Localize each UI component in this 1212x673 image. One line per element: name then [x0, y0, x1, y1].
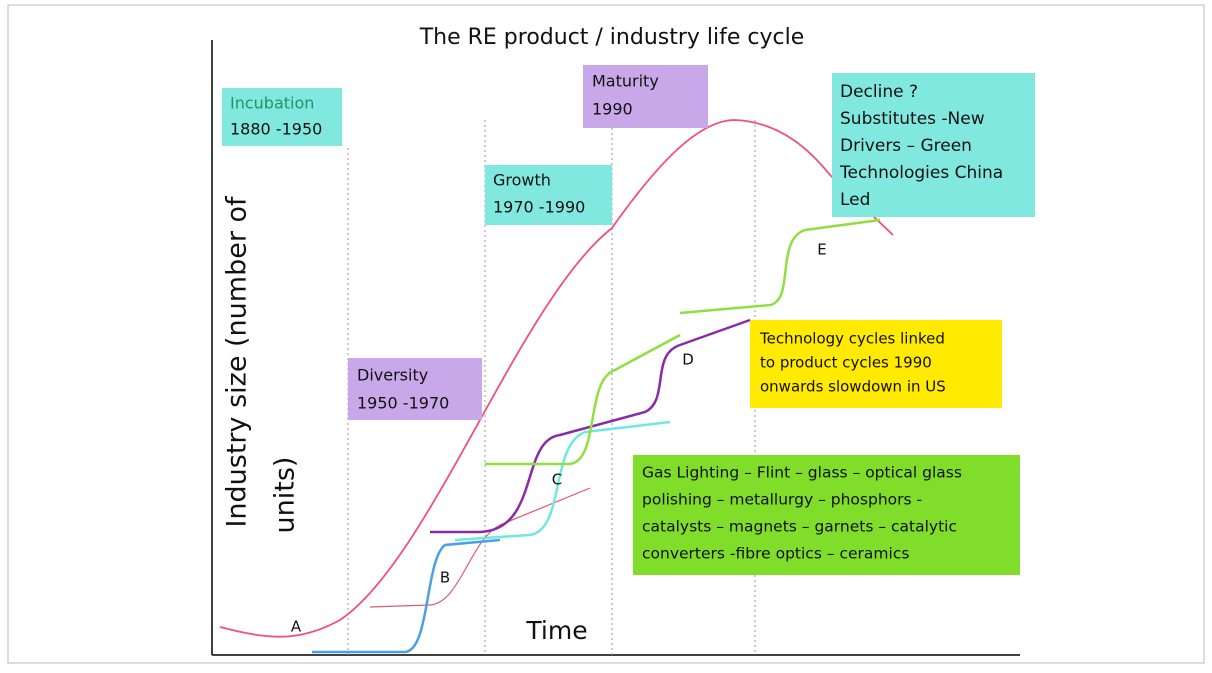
curve-label: E	[817, 241, 826, 259]
stage-name: Incubation	[230, 94, 314, 113]
note-line: onwards slowdown in US	[760, 378, 946, 396]
note-line: catalysts – magnets – garnets – catalyti…	[642, 518, 957, 536]
y-axis-label: Industry size (number of	[222, 195, 253, 528]
curves	[219, 119, 894, 654]
y-axis-label: units)	[270, 457, 301, 534]
stage-period: 1950 -1970	[357, 394, 449, 413]
note-line: Gas Lighting – Flint – glass – optical g…	[642, 464, 962, 482]
note-line: to product cycles 1990	[760, 354, 932, 372]
curve-label: B	[440, 569, 450, 587]
x-axis-label: Time	[525, 616, 587, 645]
curve-label: D	[682, 351, 694, 369]
stage-period: 1990	[592, 100, 633, 119]
note-line: Led	[840, 190, 870, 210]
curve-label: A	[291, 618, 302, 636]
note-line: Technology cycles linked	[759, 330, 945, 348]
stage-boxes: Incubation 1880 -1950 Diversity 1950 -19…	[222, 65, 708, 420]
note-line: converters -fibre optics – ceramics	[642, 545, 909, 563]
notes: Decline ? Substitutes -New Drivers – Green…	[633, 73, 1035, 575]
note-line: Substitutes -New	[840, 109, 985, 129]
stage-period: 1880 -1950	[230, 120, 322, 139]
curve-label: C	[552, 471, 562, 489]
title: The RE product / industry life cycle	[419, 25, 805, 50]
note-line: Decline ?	[840, 82, 918, 102]
note-line: Drivers – Green	[840, 136, 972, 156]
stage-name: Growth	[493, 171, 551, 190]
note-line: Technologies China	[839, 163, 1003, 183]
note-line: polishing – metallurgy – phosphors -	[642, 491, 922, 509]
stage-name: Maturity	[592, 72, 659, 91]
stage-name: Diversity	[357, 366, 428, 385]
stage-period: 1970 -1990	[493, 198, 585, 217]
frame	[7, 4, 1205, 664]
